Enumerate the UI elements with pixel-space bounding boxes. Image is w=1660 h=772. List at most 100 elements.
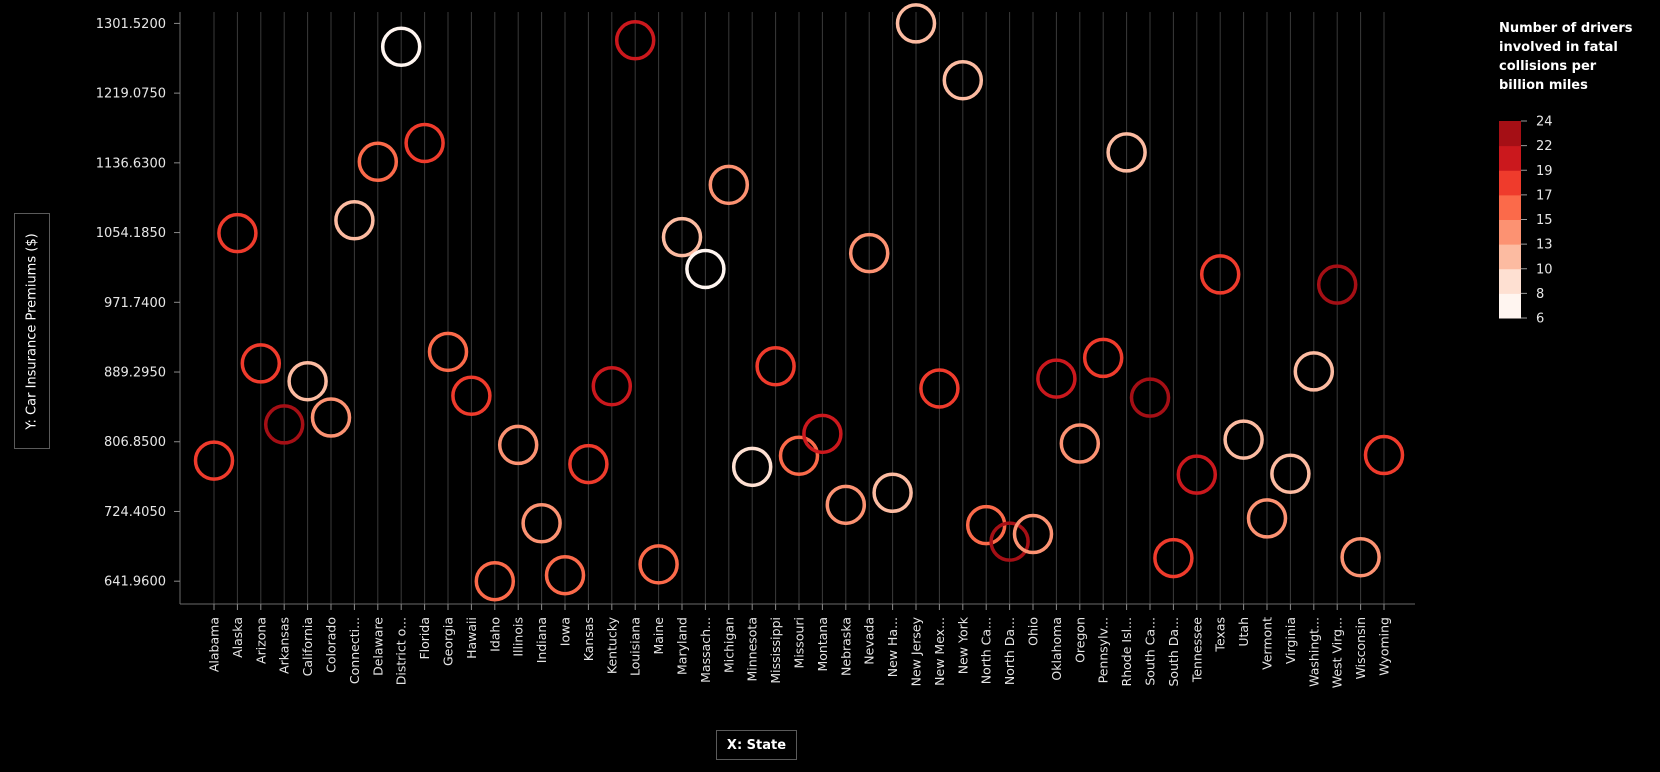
- data-point[interactable]: [1153, 537, 1194, 579]
- x-tick-label: Alabama: [207, 617, 222, 672]
- data-point[interactable]: [1106, 132, 1147, 173]
- y-tick-label: 889.2950: [104, 366, 166, 381]
- data-point[interactable]: [708, 164, 750, 206]
- data-point[interactable]: [1176, 454, 1218, 495]
- y-tick-label: 1136.6300: [96, 156, 166, 171]
- data-point[interactable]: [848, 232, 890, 274]
- y-tick-label: 971.7400: [104, 296, 166, 311]
- x-tick-label: Maine: [651, 617, 666, 655]
- data-point[interactable]: [240, 343, 282, 384]
- x-tick-label: Michigan: [721, 617, 736, 673]
- legend-tick-label: 13: [1536, 238, 1553, 253]
- data-point[interactable]: [568, 443, 609, 485]
- x-tick-label: New Ha...: [885, 617, 900, 677]
- data-point[interactable]: [755, 346, 796, 387]
- x-tick-label: Virginia: [1283, 617, 1298, 664]
- data-point[interactable]: [1036, 358, 1077, 399]
- x-tick-label: Indiana: [534, 617, 549, 663]
- data-point[interactable]: [685, 248, 726, 290]
- x-tick-label: Kentucky: [604, 616, 619, 674]
- data-point[interactable]: [1129, 377, 1171, 418]
- data-point[interactable]: [1363, 434, 1405, 476]
- x-tick-label: Montana: [815, 617, 830, 672]
- x-tick-label: Oregon: [1072, 617, 1087, 663]
- data-point[interactable]: [427, 331, 469, 373]
- x-tick-label: New Jersey: [909, 616, 924, 686]
- x-tick-label: North Ca...: [979, 617, 994, 684]
- legend-color-swatch: [1499, 194, 1521, 220]
- x-tick-label: Washingt...: [1306, 617, 1321, 687]
- x-tick-label: Minnesota: [745, 617, 760, 682]
- legend-tick-label: 10: [1536, 262, 1553, 277]
- x-tick-label: Louisiana: [628, 617, 643, 676]
- data-point[interactable]: [263, 404, 305, 445]
- x-tick-label: District o...: [394, 617, 409, 685]
- y-axis-title-text: Y: Car Insurance Premiums ($): [24, 232, 40, 430]
- data-point[interactable]: [310, 397, 352, 438]
- data-point[interactable]: [1316, 264, 1358, 305]
- data-point[interactable]: [591, 365, 633, 407]
- data-point[interactable]: [1246, 498, 1288, 539]
- legend-tick-label: 22: [1536, 139, 1553, 154]
- data-point[interactable]: [872, 472, 913, 514]
- data-point[interactable]: [217, 212, 258, 254]
- x-tick-label: Wisconsin: [1353, 617, 1368, 679]
- data-point[interactable]: [1082, 337, 1124, 379]
- x-tick-label: Utah: [1236, 617, 1251, 647]
- data-point[interactable]: [1270, 453, 1311, 495]
- data-point[interactable]: [989, 521, 1030, 562]
- data-point[interactable]: [193, 440, 235, 481]
- y-axis-title[interactable]: Y: Car Insurance Premiums ($): [14, 213, 50, 449]
- data-point[interactable]: [1199, 254, 1241, 295]
- data-point[interactable]: [334, 200, 375, 241]
- x-tick-label: South Ca...: [1143, 617, 1158, 686]
- x-tick-label: Delaware: [370, 617, 385, 676]
- data-point[interactable]: [638, 544, 679, 585]
- data-point[interactable]: [1012, 513, 1054, 555]
- data-point[interactable]: [778, 435, 820, 476]
- y-tick-label: 1219.0750: [96, 87, 166, 102]
- legend-color-swatch: [1499, 293, 1521, 319]
- data-point[interactable]: [497, 424, 539, 466]
- data-point[interactable]: [287, 360, 328, 402]
- data-point[interactable]: [661, 216, 703, 258]
- x-axis-title[interactable]: X: State: [716, 730, 797, 760]
- x-tick-label: Nevada: [862, 617, 877, 665]
- x-tick-label: Connecti...: [347, 617, 362, 684]
- data-point[interactable]: [1223, 419, 1264, 460]
- data-point[interactable]: [802, 413, 843, 455]
- data-point[interactable]: [521, 503, 562, 544]
- data-point[interactable]: [942, 59, 984, 101]
- data-point[interactable]: [1059, 423, 1101, 464]
- x-tick-label: California: [300, 617, 315, 676]
- y-tick-label: 806.8500: [104, 435, 166, 450]
- data-point[interactable]: [825, 484, 867, 526]
- data-point[interactable]: [919, 368, 960, 409]
- legend-tick-label: 19: [1536, 164, 1553, 179]
- x-tick-label: West Virg...: [1330, 617, 1345, 688]
- legend-color-swatch: [1499, 244, 1521, 270]
- data-point[interactable]: [731, 446, 773, 488]
- x-tick-label: Mississippi: [768, 617, 783, 684]
- x-tick-label: Nebraska: [838, 617, 853, 676]
- data-point[interactable]: [357, 141, 399, 183]
- x-tick-label: Ohio: [1026, 617, 1041, 646]
- data-point[interactable]: [895, 3, 937, 44]
- grid-layer: [213, 12, 1385, 604]
- legend-color-swatch: [1499, 121, 1521, 147]
- data-point[interactable]: [404, 122, 445, 164]
- data-point[interactable]: [451, 375, 492, 417]
- x-tick-label: Illinois: [511, 617, 526, 657]
- x-tick-label: New York: [955, 616, 970, 674]
- data-point[interactable]: [1293, 351, 1335, 392]
- x-tick-label: Wyoming: [1377, 617, 1392, 676]
- data-point[interactable]: [380, 26, 422, 68]
- axis-layer: 1301.5200 1219.0750 1136.6300 1054.1850 971.…: [96, 12, 1415, 688]
- data-point[interactable]: [1340, 536, 1381, 578]
- data-point[interactable]: [614, 20, 656, 61]
- data-point[interactable]: [474, 560, 516, 602]
- legend-tick-label: 6: [1536, 312, 1544, 327]
- data-point[interactable]: [544, 554, 586, 596]
- x-tick-label: Pennsylv...: [1096, 617, 1111, 683]
